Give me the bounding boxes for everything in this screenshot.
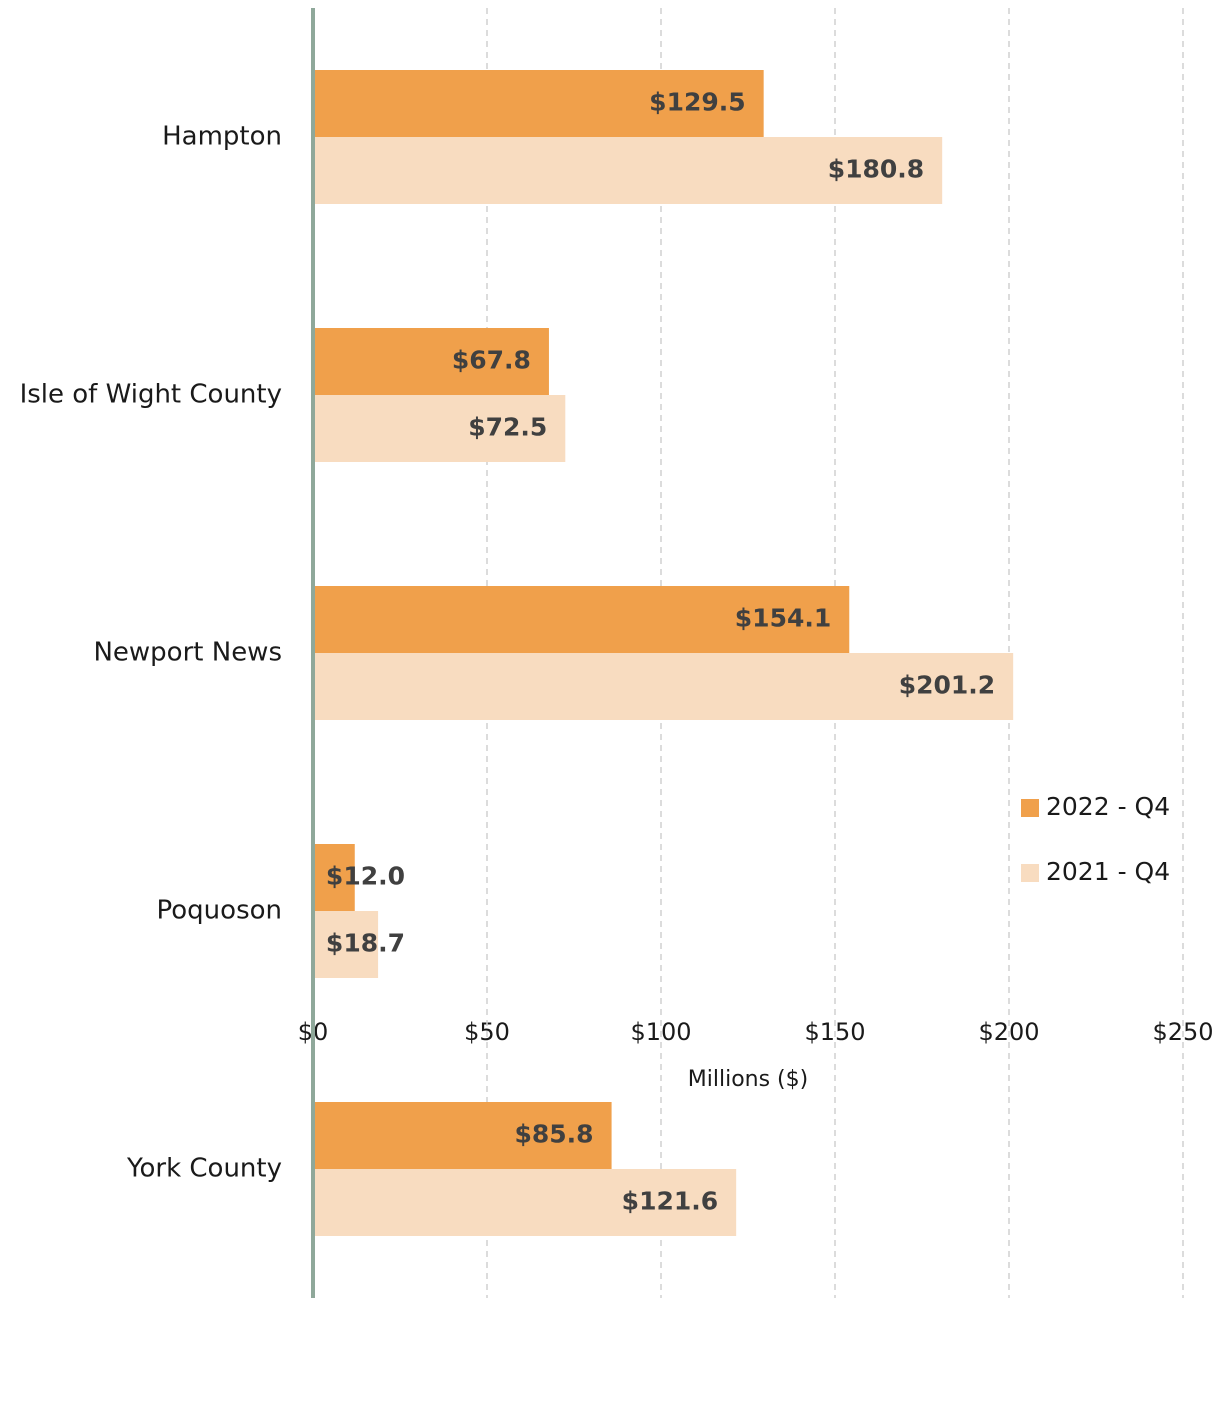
bar — [313, 1102, 612, 1169]
bar — [313, 395, 566, 462]
legend-label: 2021 - Q4 — [1046, 857, 1170, 886]
x-axis-title: Millions ($) — [688, 1067, 808, 1092]
data-label: $180.8 — [828, 155, 924, 184]
bar — [313, 1169, 737, 1236]
data-label: $12.0 — [326, 862, 405, 891]
y-tick-label: Newport News — [93, 638, 282, 668]
legend-label: 2022 - Q4 — [1046, 792, 1170, 821]
y-tick-label: Poquoson — [157, 896, 282, 926]
data-label: $18.7 — [326, 929, 405, 958]
bar — [313, 586, 850, 653]
data-label: $72.5 — [468, 413, 547, 442]
bar — [313, 844, 355, 911]
y-tick-label: Isle of Wight County — [20, 380, 282, 410]
data-label: $201.2 — [899, 671, 995, 700]
y-tick-label: Hampton — [162, 122, 282, 152]
data-label: $67.8 — [452, 346, 531, 375]
y-tick-label: York County — [126, 1154, 282, 1184]
bar — [313, 328, 549, 395]
data-label: $129.5 — [649, 88, 745, 117]
bar — [313, 70, 764, 137]
legend-swatch — [1021, 864, 1039, 882]
data-label: $121.6 — [622, 1187, 718, 1216]
bar — [313, 137, 943, 204]
bar — [313, 653, 1014, 720]
data-label: $85.8 — [515, 1120, 594, 1149]
legend-swatch — [1021, 799, 1039, 817]
bar — [313, 911, 379, 978]
data-label: $154.1 — [735, 604, 831, 633]
